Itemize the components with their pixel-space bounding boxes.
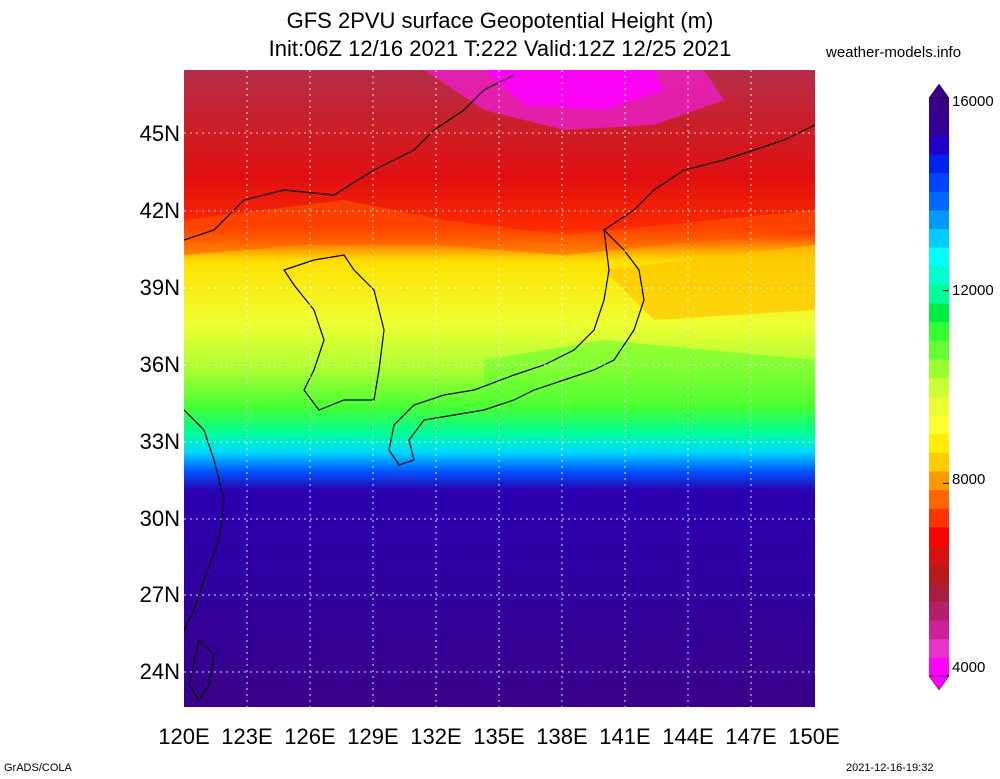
colorbar-segment bbox=[929, 172, 949, 192]
colorbar-segment bbox=[929, 284, 949, 304]
colorbar-segment bbox=[929, 135, 949, 155]
lat-label: 39N bbox=[139, 275, 180, 300]
colorbar-segment bbox=[929, 377, 949, 397]
colorbar-segment bbox=[929, 620, 949, 640]
colorbar-segment bbox=[929, 359, 949, 379]
colorbar bbox=[929, 84, 949, 690]
lon-label: 132E bbox=[410, 724, 462, 749]
colorbar-segment bbox=[929, 526, 949, 546]
lon-label: 144E bbox=[662, 724, 714, 749]
colorbar-label: 12000 bbox=[952, 282, 994, 299]
colorbar-segment bbox=[929, 247, 949, 267]
colorbar-segment bbox=[929, 657, 949, 677]
lon-label: 123E bbox=[221, 724, 273, 749]
colorbar-segment bbox=[929, 433, 949, 453]
geopotential-field bbox=[184, 70, 815, 707]
footer-software: GrADS/COLA bbox=[4, 762, 72, 774]
colorbar-segment bbox=[929, 508, 949, 528]
map-plot-area bbox=[184, 70, 815, 707]
lon-label: 126E bbox=[284, 724, 336, 749]
colorbar-segment bbox=[929, 265, 949, 285]
colorbar-max-arrow bbox=[929, 84, 949, 99]
lat-label: 27N bbox=[139, 582, 180, 607]
colorbar-segment bbox=[929, 98, 949, 118]
lat-label: 36N bbox=[139, 352, 180, 377]
source-credit: weather-models.info bbox=[826, 44, 962, 61]
colorbar-segment bbox=[929, 601, 949, 621]
colorbar-label: 8000 bbox=[952, 471, 986, 488]
lat-label: 33N bbox=[139, 429, 180, 454]
colorbar-segment bbox=[929, 396, 949, 416]
lat-label: 24N bbox=[139, 659, 180, 684]
colorbar-segment bbox=[929, 116, 949, 136]
lon-label: 120E bbox=[158, 724, 210, 749]
colorbar-segment bbox=[929, 545, 949, 565]
lon-label: 129E bbox=[347, 724, 399, 749]
colorbar-min-arrow bbox=[929, 675, 949, 690]
lon-label: 150E bbox=[788, 724, 840, 749]
colorbar-segment bbox=[929, 564, 949, 584]
lat-label: 30N bbox=[139, 506, 180, 531]
footer-timestamp: 2021-12-16-19:32 bbox=[846, 762, 934, 774]
colorbar-segment bbox=[929, 452, 949, 472]
colorbar-segment bbox=[929, 321, 949, 341]
lon-label: 138E bbox=[536, 724, 588, 749]
colorbar-label: 16000 bbox=[952, 93, 994, 110]
colorbar-segment bbox=[929, 489, 949, 509]
lat-label: 45N bbox=[139, 121, 180, 146]
colorbar-segment bbox=[929, 191, 949, 211]
colorbar-segment bbox=[929, 638, 949, 658]
colorbar-segment bbox=[929, 414, 949, 435]
colorbar-segment bbox=[929, 470, 949, 491]
map-subtitle: Init:06Z 12/16 2021 T:222 Valid:12Z 12/2… bbox=[268, 36, 732, 61]
lon-label: 147E bbox=[725, 724, 777, 749]
lat-label: 42N bbox=[139, 198, 180, 223]
map-title: GFS 2PVU surface Geopotential Height (m) bbox=[286, 8, 714, 33]
colorbar-segment bbox=[929, 582, 949, 602]
colorbar-segment bbox=[929, 303, 949, 323]
colorbar-segment bbox=[929, 340, 949, 360]
colorbar-segment bbox=[929, 228, 949, 248]
lon-label: 141E bbox=[599, 724, 651, 749]
colorbar-segment bbox=[929, 153, 949, 174]
colorbar-label: 4000 bbox=[952, 659, 986, 676]
lon-label: 135E bbox=[473, 724, 525, 749]
colorbar-segment bbox=[929, 209, 949, 230]
